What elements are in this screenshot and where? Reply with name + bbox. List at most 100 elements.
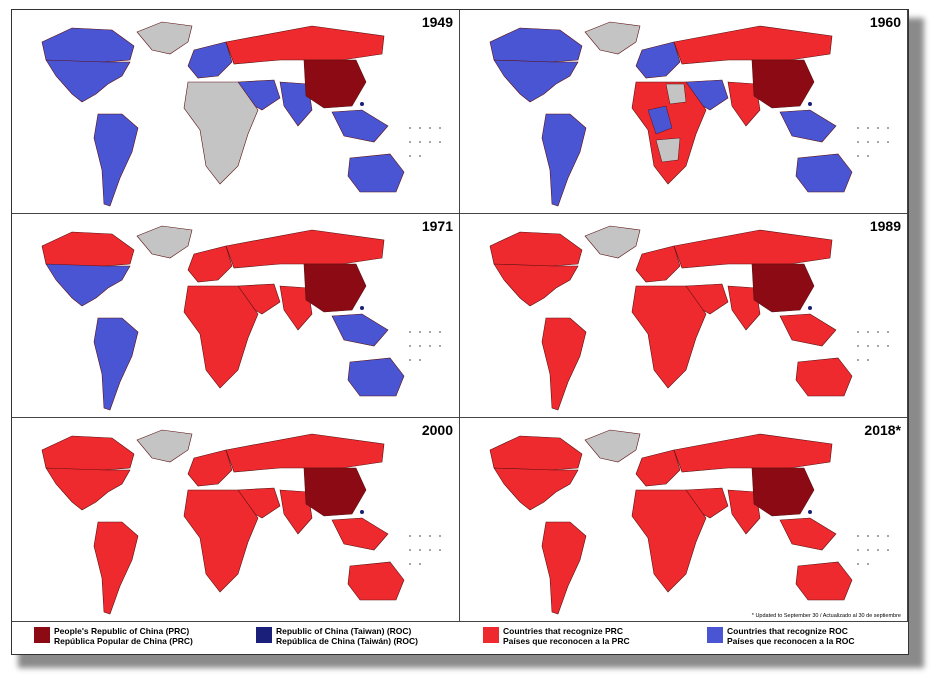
island-dot	[409, 563, 411, 565]
region-australia	[347, 357, 405, 397]
island-dot	[877, 331, 879, 333]
region-china	[303, 467, 367, 517]
map-panel-1960: 1960	[460, 10, 908, 214]
island-dot	[419, 155, 421, 157]
map-panel-1949: 1949	[12, 10, 460, 214]
legend-swatch	[34, 627, 50, 643]
map-panel-1971: 1971	[12, 214, 460, 418]
island-dot	[409, 127, 411, 129]
legend-label-es: República de China (Taiwán) (ROC)	[276, 636, 418, 646]
legend-item-roc: Republic of China (Taiwan) (ROC) Repúbli…	[256, 626, 418, 646]
island-dot	[429, 549, 431, 551]
world-map	[489, 225, 889, 411]
island-dot	[867, 127, 869, 129]
island-dot	[867, 359, 869, 361]
region-europe-w	[635, 245, 681, 283]
region-china	[751, 467, 815, 517]
region-russia	[673, 433, 833, 473]
island-dot	[409, 345, 411, 347]
legend-swatch	[483, 627, 499, 643]
island-dot	[409, 155, 411, 157]
region-europe-w	[187, 245, 233, 283]
region-canada	[41, 27, 135, 65]
island-dot	[867, 563, 869, 565]
island-dot	[887, 331, 889, 333]
region-india	[727, 81, 761, 127]
region-india	[279, 489, 313, 535]
panel-year: 1971	[421, 218, 453, 234]
island-dot	[409, 535, 411, 537]
world-map	[489, 21, 889, 207]
region-greenland	[584, 21, 641, 55]
map-panel-2018: 2018* * Updated to September 30 / Actual…	[460, 418, 908, 622]
region-canada	[489, 27, 583, 65]
panel-year: 1989	[869, 218, 901, 234]
region-russia	[673, 25, 833, 65]
panel-year: 2018*	[864, 422, 901, 438]
region-sea	[779, 109, 837, 143]
region-sa	[93, 521, 139, 615]
legend-label-en: Countries that recognize PRC	[503, 626, 623, 636]
region-russia	[225, 25, 385, 65]
island-dot	[419, 331, 421, 333]
region-india	[727, 489, 761, 535]
region-canada	[41, 435, 135, 473]
island-dot	[429, 141, 431, 143]
map-poster: 1949 1960 1971 1989 2000 2018* * Updated…	[11, 9, 909, 655]
legend-label-en: Countries that recognize ROC	[727, 626, 848, 636]
region-taiwan	[360, 510, 364, 514]
island-dot	[867, 535, 869, 537]
legend: People's Republic of China (PRC) Repúbli…	[12, 624, 908, 654]
region-africa	[183, 81, 259, 185]
island-dot	[857, 359, 859, 361]
island-dot	[887, 127, 889, 129]
region-na	[45, 467, 131, 511]
region-europe-w	[187, 449, 233, 487]
legend-item-prc: People's Republic of China (PRC) Repúbli…	[34, 626, 193, 646]
region-china	[751, 263, 815, 313]
island-dot	[877, 549, 879, 551]
island-dot	[439, 331, 441, 333]
island-dot	[867, 331, 869, 333]
region-australia	[347, 153, 405, 193]
region-sea	[779, 313, 837, 347]
island-dot	[439, 535, 441, 537]
map-panel-1989: 1989	[460, 214, 908, 418]
region-europe-w	[635, 449, 681, 487]
world-map	[489, 429, 889, 615]
island-dot	[419, 345, 421, 347]
island-dot	[429, 331, 431, 333]
island-dot	[429, 345, 431, 347]
region-na	[493, 59, 579, 103]
region-sa	[93, 113, 139, 207]
region-africa-part	[665, 83, 687, 105]
legend-label-es: Países que reconocen a la ROC	[727, 636, 855, 646]
island-dot	[429, 535, 431, 537]
map-grid: 1949 1960 1971 1989 2000 2018* * Updated…	[12, 10, 908, 623]
region-na	[45, 263, 131, 307]
region-taiwan	[360, 306, 364, 310]
region-sea	[331, 109, 389, 143]
footnote: * Updated to September 30 / Actualizado …	[751, 613, 901, 619]
island-dot	[857, 155, 859, 157]
region-taiwan	[360, 102, 364, 106]
region-greenland	[136, 429, 193, 463]
island-dot	[867, 549, 869, 551]
region-taiwan	[808, 306, 812, 310]
island-dot	[887, 141, 889, 143]
island-dot	[887, 549, 889, 551]
region-na	[45, 59, 131, 103]
legend-swatch	[707, 627, 723, 643]
region-india	[279, 285, 313, 331]
island-dot	[409, 549, 411, 551]
region-africa	[183, 489, 259, 593]
island-dot	[857, 549, 859, 551]
island-dot	[877, 345, 879, 347]
region-europe-w	[635, 41, 681, 79]
region-sa	[541, 113, 587, 207]
region-sa	[541, 317, 587, 411]
region-africa-part	[655, 137, 681, 163]
island-dot	[857, 345, 859, 347]
island-dot	[887, 535, 889, 537]
region-greenland	[584, 429, 641, 463]
